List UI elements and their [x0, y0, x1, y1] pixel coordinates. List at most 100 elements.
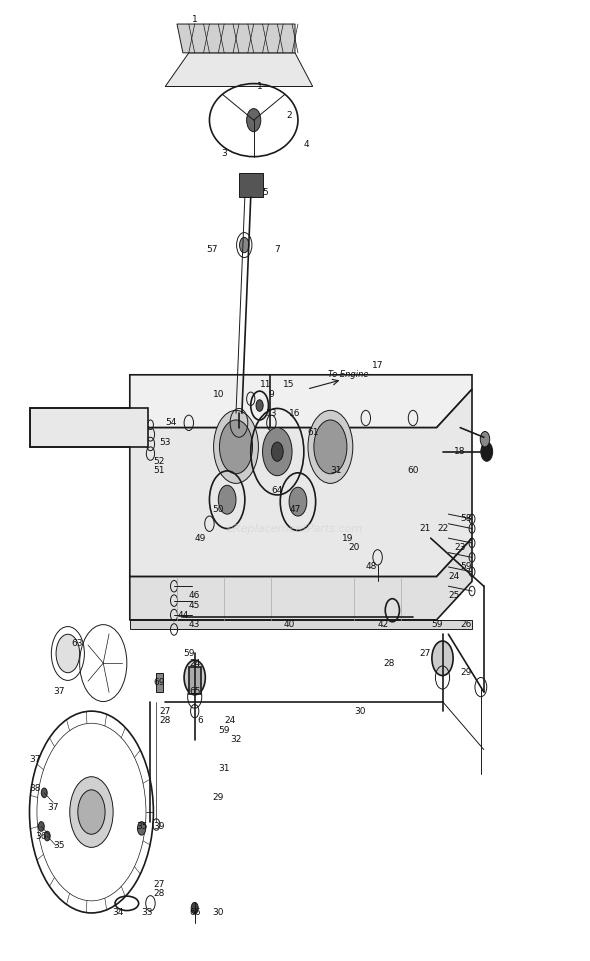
Text: 13: 13	[266, 408, 277, 418]
Text: 35: 35	[53, 841, 65, 850]
Text: 65: 65	[189, 687, 201, 697]
Text: 24: 24	[448, 572, 460, 581]
Text: 53: 53	[159, 437, 171, 447]
Circle shape	[218, 485, 236, 514]
Text: 31: 31	[330, 466, 342, 476]
Text: 36: 36	[35, 831, 47, 841]
Text: 43: 43	[189, 620, 201, 629]
Circle shape	[41, 788, 47, 798]
Polygon shape	[165, 53, 313, 86]
Circle shape	[78, 790, 105, 834]
Text: 58: 58	[460, 514, 472, 524]
Text: 10: 10	[212, 389, 224, 399]
Text: 31: 31	[218, 764, 230, 774]
Text: 40: 40	[283, 620, 295, 629]
Text: 35: 35	[136, 822, 148, 831]
Polygon shape	[130, 538, 472, 620]
Circle shape	[219, 420, 253, 474]
Text: 59: 59	[183, 649, 195, 658]
Circle shape	[240, 237, 249, 253]
Text: 64: 64	[271, 485, 283, 495]
Text: 30: 30	[212, 908, 224, 918]
Text: 27: 27	[419, 649, 431, 658]
Text: 52: 52	[153, 456, 165, 466]
Text: 47: 47	[289, 505, 301, 514]
Text: 30: 30	[354, 706, 366, 716]
Text: 2: 2	[286, 111, 292, 120]
Circle shape	[247, 109, 261, 132]
Circle shape	[38, 822, 44, 831]
Circle shape	[314, 420, 347, 474]
Text: 27: 27	[159, 706, 171, 716]
Circle shape	[271, 442, 283, 461]
Text: 39: 39	[153, 822, 165, 831]
Bar	[30, 408, 148, 447]
Circle shape	[137, 822, 146, 835]
Text: 28: 28	[159, 716, 171, 726]
Text: 27: 27	[153, 879, 165, 889]
Text: 69: 69	[153, 678, 165, 687]
Text: 45: 45	[189, 601, 201, 610]
Text: 9: 9	[268, 389, 274, 399]
Text: 15: 15	[283, 380, 295, 389]
Text: 29: 29	[212, 793, 224, 802]
Circle shape	[184, 660, 205, 695]
Text: 59: 59	[431, 620, 442, 629]
Text: 20: 20	[348, 543, 360, 553]
Text: 54: 54	[165, 418, 177, 428]
Polygon shape	[130, 375, 472, 428]
Polygon shape	[130, 620, 472, 629]
Text: 63: 63	[71, 639, 83, 649]
Circle shape	[44, 831, 50, 841]
Bar	[239, 173, 263, 197]
Text: 37: 37	[47, 802, 59, 812]
Text: 59: 59	[460, 562, 472, 572]
Text: 1: 1	[192, 14, 198, 24]
Text: 22: 22	[437, 524, 448, 533]
Text: 33: 33	[142, 908, 153, 918]
Text: 19: 19	[342, 533, 354, 543]
Text: 7: 7	[274, 245, 280, 255]
Text: 34: 34	[112, 908, 124, 918]
Text: 57: 57	[206, 245, 218, 255]
Text: 21: 21	[419, 524, 431, 533]
Text: 60: 60	[407, 466, 419, 476]
Bar	[156, 673, 163, 692]
Text: 24: 24	[224, 716, 236, 726]
Circle shape	[308, 410, 353, 483]
Text: 29: 29	[460, 668, 472, 678]
Text: 61: 61	[307, 428, 319, 437]
Polygon shape	[130, 389, 472, 577]
Text: 32: 32	[230, 735, 242, 745]
Text: 37: 37	[30, 754, 41, 764]
Text: 28: 28	[153, 889, 165, 899]
Circle shape	[214, 410, 258, 483]
Text: 4: 4	[304, 139, 310, 149]
Text: 24: 24	[189, 658, 201, 668]
Text: 6: 6	[198, 716, 204, 726]
Text: 44: 44	[177, 610, 189, 620]
Circle shape	[481, 442, 493, 461]
Text: 18: 18	[454, 447, 466, 456]
Text: 50: 50	[212, 505, 224, 514]
Text: 38: 38	[30, 783, 41, 793]
Text: 5: 5	[263, 187, 268, 197]
Text: 48: 48	[366, 562, 378, 572]
Text: 3: 3	[221, 149, 227, 159]
Text: To Engine: To Engine	[328, 370, 368, 380]
Bar	[189, 667, 201, 694]
Text: 23: 23	[454, 543, 466, 553]
Text: 28: 28	[384, 658, 395, 668]
Text: 25: 25	[448, 591, 460, 601]
Text: 1: 1	[257, 82, 263, 91]
Text: 59: 59	[218, 726, 230, 735]
Text: eReplacementParts.com: eReplacementParts.com	[227, 524, 363, 533]
Circle shape	[289, 487, 307, 516]
Circle shape	[191, 902, 198, 914]
Circle shape	[70, 776, 113, 848]
Text: 51: 51	[153, 466, 165, 476]
Text: 46: 46	[189, 591, 201, 601]
Text: 11: 11	[260, 380, 271, 389]
Circle shape	[263, 428, 292, 476]
Text: 66: 66	[189, 908, 201, 918]
